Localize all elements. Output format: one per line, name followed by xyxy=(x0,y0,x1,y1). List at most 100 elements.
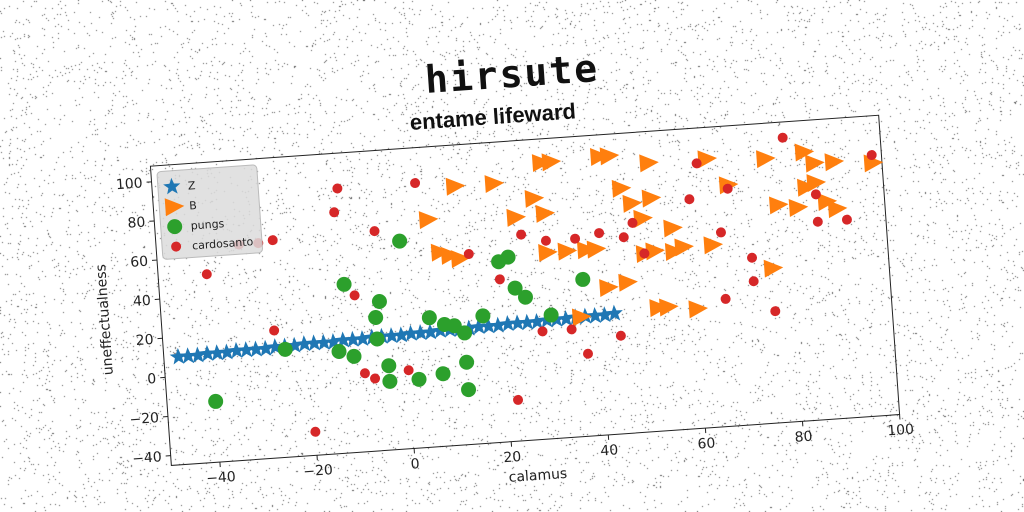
data-point xyxy=(557,309,575,327)
data-point xyxy=(403,365,414,376)
data-point xyxy=(618,273,638,292)
data-point xyxy=(445,177,466,196)
chart-title: entame lifeward xyxy=(409,98,577,135)
data-point xyxy=(594,228,605,239)
data-point xyxy=(824,153,845,172)
data-point xyxy=(382,327,400,344)
data-point xyxy=(440,246,461,265)
data-point xyxy=(435,366,451,382)
data-point xyxy=(691,158,702,169)
data-point xyxy=(863,154,884,173)
legend-marker xyxy=(163,177,181,195)
data-point xyxy=(763,259,784,278)
data-point xyxy=(615,330,626,341)
data-point xyxy=(457,325,473,341)
data-point xyxy=(582,348,593,359)
data-point xyxy=(295,335,313,352)
data-point xyxy=(421,310,437,326)
data-point xyxy=(586,306,604,324)
data-point xyxy=(596,306,614,323)
data-point xyxy=(256,339,275,357)
data-point xyxy=(599,279,619,298)
data-point xyxy=(543,307,559,323)
data-point xyxy=(571,308,592,327)
data-point xyxy=(703,236,724,255)
data-point xyxy=(344,330,362,348)
data-point xyxy=(315,333,333,351)
data-point xyxy=(518,313,536,331)
data-point xyxy=(227,341,245,359)
y-axis-ticks: −40 −20 0 20 40 60 80 100 xyxy=(115,175,171,467)
data-point xyxy=(410,178,421,189)
data-point xyxy=(331,344,347,360)
data-point xyxy=(649,299,669,318)
data-point xyxy=(461,382,477,398)
data-point xyxy=(688,300,709,319)
x-tick-label: −20 xyxy=(303,462,334,480)
legend-marker xyxy=(171,241,182,252)
x-tick-label: 0 xyxy=(410,456,420,473)
data-point xyxy=(748,276,759,287)
data-point xyxy=(817,193,838,212)
data-point xyxy=(812,216,823,227)
x-tick-label: 40 xyxy=(600,442,619,459)
data-point xyxy=(237,341,255,358)
data-point xyxy=(570,233,581,244)
data-point xyxy=(768,196,789,215)
data-point xyxy=(508,314,526,331)
data-point xyxy=(540,235,551,246)
y-tick-label: 40 xyxy=(132,293,151,310)
data-point xyxy=(770,306,781,317)
data-point xyxy=(794,143,815,162)
data-point xyxy=(645,242,665,261)
axes-frame xyxy=(149,114,901,466)
y-tick-label: 100 xyxy=(115,175,143,193)
data-point xyxy=(517,289,533,305)
data-marks xyxy=(169,132,884,437)
legend-label: cardosanto xyxy=(192,235,254,252)
data-point xyxy=(639,248,650,259)
data-point xyxy=(459,354,475,370)
data-point xyxy=(866,150,877,161)
data-point xyxy=(641,189,662,208)
data-point xyxy=(777,132,788,143)
series-pungs xyxy=(208,233,591,409)
data-point xyxy=(747,252,758,263)
data-point xyxy=(611,179,632,198)
data-point xyxy=(513,394,524,405)
data-point xyxy=(411,324,430,341)
data-point xyxy=(516,229,527,240)
data-point xyxy=(470,317,488,335)
data-point xyxy=(541,153,562,172)
x-tick-label: 100 xyxy=(887,422,915,440)
series-cardosanto xyxy=(201,132,877,437)
data-point xyxy=(500,249,516,265)
data-point xyxy=(586,240,607,259)
data-point xyxy=(489,316,507,334)
legend-marker xyxy=(164,198,185,217)
data-point xyxy=(507,280,523,296)
data-point xyxy=(450,250,471,269)
legend-label: B xyxy=(189,199,197,212)
data-point xyxy=(463,248,474,259)
data-point xyxy=(618,232,629,243)
data-point xyxy=(576,241,597,260)
data-point xyxy=(806,174,827,193)
data-point xyxy=(421,323,439,341)
data-point xyxy=(810,189,821,200)
data-point xyxy=(575,271,591,287)
data-point xyxy=(198,344,216,362)
data-point xyxy=(805,154,825,173)
data-point xyxy=(392,326,410,344)
data-point xyxy=(346,348,362,364)
legend-label: pungs xyxy=(190,217,225,232)
x-tick-label: −40 xyxy=(206,469,237,487)
data-point xyxy=(305,334,323,352)
y-tick-label: −40 xyxy=(132,449,163,467)
data-point xyxy=(169,347,187,365)
data-point xyxy=(639,154,659,173)
data-point xyxy=(336,276,352,292)
data-point xyxy=(528,313,546,330)
data-point xyxy=(370,373,381,384)
